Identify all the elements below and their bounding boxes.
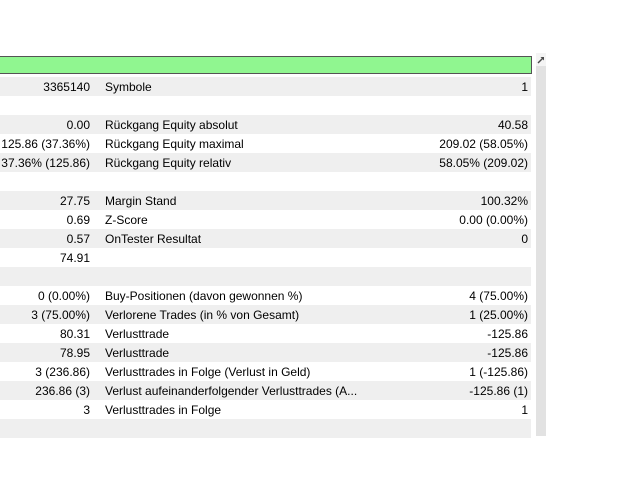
value-cell-left: 78.95 <box>59 345 90 360</box>
value-cell-left: 3365140 <box>43 79 90 94</box>
table-row[interactable] <box>0 419 531 438</box>
table-row[interactable]: 0 (0.00%) Buy-Positionen (davon gewonnen … <box>0 286 531 305</box>
metric-label-cell: Verlusttrade <box>105 326 170 341</box>
table-row[interactable]: 0.69 Z-Score 0.00 (0.00%) <box>0 210 531 229</box>
metric-label-cell: Rückgang Equity relativ <box>105 155 232 170</box>
value-cell-right: 1 (25.00%) <box>469 307 528 322</box>
metric-label-cell: Symbole <box>105 79 152 94</box>
table-row[interactable]: 0.00 Rückgang Equity absolut 40.58 <box>0 115 531 134</box>
value-cell-left: 125.86 (37.36%) <box>1 136 90 151</box>
value-cell-right: 1 (-125.86) <box>469 364 528 379</box>
metric-label-cell: Verlusttrades in Folge (Verlust in Geld) <box>105 364 311 379</box>
table-row[interactable]: 3 Verlusttrades in Folge 1 <box>0 400 531 419</box>
table-row[interactable]: 125.86 (37.36%) Rückgang Equity maximal 20… <box>0 134 531 153</box>
value-cell-right: -125.86 (1) <box>469 383 528 398</box>
metric-label-cell: OnTester Resultat <box>105 231 202 246</box>
diagonal-arrow-icon <box>537 51 545 69</box>
table-row[interactable] <box>0 96 531 115</box>
table-row[interactable]: 236.86 (3) Verlust aufeinanderfolgender V… <box>0 381 531 400</box>
value-cell-left: 0 (0.00%) <box>37 288 90 303</box>
value-cell-left: 27.75 <box>59 193 90 208</box>
table-row[interactable]: 74.91 <box>0 248 531 267</box>
metric-label-cell: Verlusttrades in Folge <box>105 402 222 417</box>
table-row[interactable]: 0.57 OnTester Resultat 0 <box>0 229 531 248</box>
table-row[interactable] <box>0 267 531 286</box>
backtest-results-table: 3365140 Symbole 1 0.00 Rückgang Equity absol… <box>0 77 531 438</box>
value-cell-left: 236.86 (3) <box>35 383 90 398</box>
metric-label-cell: Verlust aufeinanderfolgender Verlusttrad… <box>105 383 358 398</box>
value-cell-left: 0.69 <box>66 212 90 227</box>
table-row[interactable]: 37.36% (125.86) Rückgang Equity relativ 58… <box>0 153 531 172</box>
metric-label-cell: Verlusttrade <box>105 345 170 360</box>
value-cell-left: 74.91 <box>59 250 90 265</box>
value-cell-left: 3 (75.00%) <box>31 307 90 322</box>
value-cell-right: 1 <box>521 79 528 94</box>
metric-label-cell: Margin Stand <box>105 193 177 208</box>
vertical-scrollbar[interactable] <box>536 66 546 436</box>
metric-label-cell: Buy-Positionen (davon gewonnen %) <box>105 288 303 303</box>
value-cell-right: 40.58 <box>497 117 528 132</box>
table-row[interactable]: 80.31 Verlusttrade -125.86 <box>0 324 531 343</box>
metric-label-cell: Z-Score <box>105 212 148 227</box>
value-cell-right: -125.86 <box>487 326 528 341</box>
metric-label-cell: Verlorene Trades (in % von Gesamt) <box>105 307 300 322</box>
value-cell-right: 0 <box>521 231 528 246</box>
table-row[interactable]: 3 (236.86) Verlusttrades in Folge (Verlus… <box>0 362 531 381</box>
value-cell-left: 0.57 <box>66 231 90 246</box>
metric-label-cell: Rückgang Equity maximal <box>105 136 244 151</box>
value-cell-right: 58.05% (209.02) <box>439 155 528 170</box>
table-row[interactable] <box>0 172 531 191</box>
metric-label-cell: Rückgang Equity absolut <box>105 117 238 132</box>
value-cell-left: 80.31 <box>59 326 90 341</box>
table-row[interactable]: 78.95 Verlusttrade -125.86 <box>0 343 531 362</box>
value-cell-left: 3 (236.86) <box>35 364 90 379</box>
value-cell-right: 209.02 (58.05%) <box>439 136 528 151</box>
table-row[interactable]: 3 (75.00%) Verlorene Trades (in % von Ges… <box>0 305 531 324</box>
scrollbar-button[interactable] <box>536 53 546 66</box>
value-cell-right: 100.32% <box>480 193 528 208</box>
test-progress-bar <box>0 56 532 74</box>
value-cell-left: 0.00 <box>66 117 90 132</box>
value-cell-right: 1 <box>521 402 528 417</box>
value-cell-left: 37.36% (125.86) <box>1 155 90 170</box>
value-cell-right: 4 (75.00%) <box>469 288 528 303</box>
table-row[interactable]: 3365140 Symbole 1 <box>0 77 531 96</box>
value-cell-right: 0.00 (0.00%) <box>459 212 528 227</box>
value-cell-left: 3 <box>83 402 90 417</box>
table-row[interactable]: 27.75 Margin Stand 100.32% <box>0 191 531 210</box>
value-cell-right: -125.86 <box>487 345 528 360</box>
